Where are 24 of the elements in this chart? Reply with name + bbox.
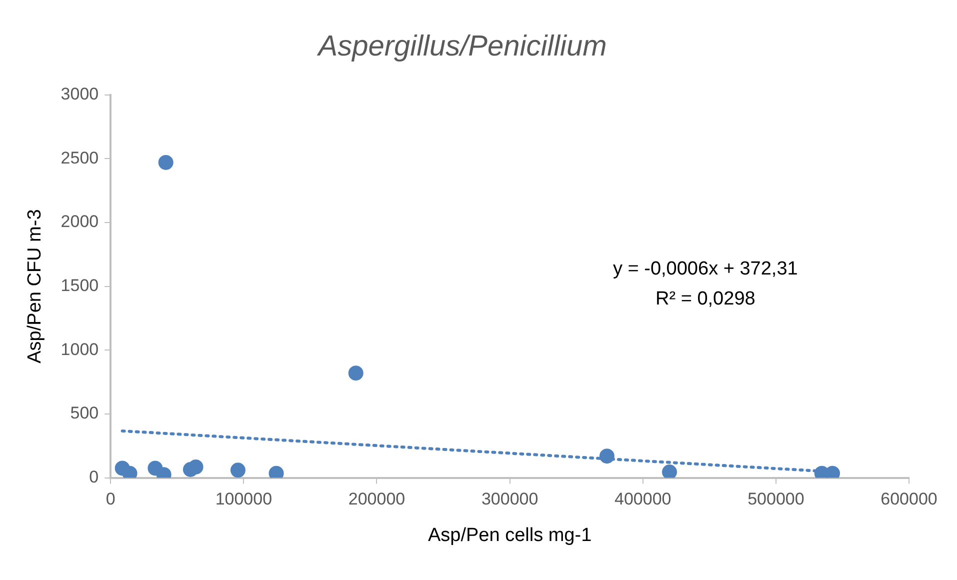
annotation: R² = 0,0298: [656, 288, 756, 310]
point: [662, 464, 677, 478]
y-tick-label: 1500: [60, 276, 99, 295]
y-tick-label: 2000: [60, 212, 99, 232]
x-tick-label: 100000: [215, 490, 272, 509]
y-tick-label: 0: [89, 467, 99, 486]
annotation: y = -0,0006x + 372,31: [612, 258, 798, 280]
x-tick-label: 300000: [481, 490, 538, 509]
x-tick-label: 0: [106, 490, 116, 509]
x-tick-label: 400000: [614, 490, 672, 509]
y-tick-label: 500: [70, 404, 99, 423]
point: [230, 462, 246, 478]
y-axis-title: Asp/Pen CFU m-3: [24, 209, 46, 364]
point: [348, 366, 364, 381]
y-tick-label: 1000: [60, 340, 99, 359]
point: [158, 154, 174, 170]
x-tick-label: 200000: [348, 490, 406, 509]
y-tick-label: 3000: [60, 84, 99, 104]
x-axis-title: Asp/Pen cells mg-1: [428, 524, 592, 546]
x-tick-label: 500000: [748, 490, 804, 509]
x-tick-label: 600000: [880, 490, 938, 509]
point: [188, 459, 204, 474]
y-tick-label: 2500: [60, 148, 99, 168]
chart-title: Aspergillus/Penicillium: [316, 30, 607, 62]
